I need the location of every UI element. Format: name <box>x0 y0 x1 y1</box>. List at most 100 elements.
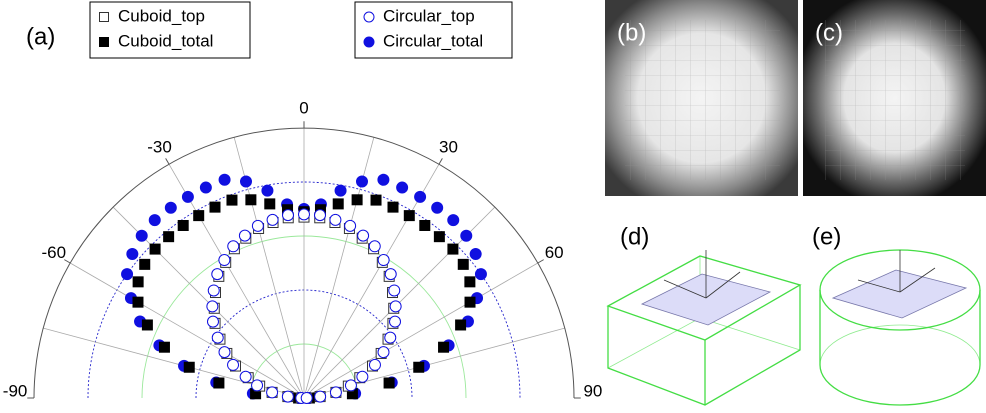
data-point <box>385 269 396 280</box>
panel-label: (d) <box>620 223 649 250</box>
data-point <box>194 211 204 221</box>
data-point <box>127 248 138 259</box>
data-point <box>164 232 174 242</box>
data-point <box>388 202 398 212</box>
data-point <box>384 378 394 388</box>
data-point <box>385 332 396 343</box>
legend-label: Cuboid_total <box>118 31 213 50</box>
data-point <box>330 214 341 225</box>
data-point <box>136 230 147 241</box>
data-point <box>378 174 389 185</box>
data-point <box>357 176 368 187</box>
data-point <box>390 316 401 327</box>
data-point <box>240 176 251 187</box>
legend-marker <box>364 12 374 22</box>
data-point <box>219 174 230 185</box>
panel-label: (c) <box>815 19 843 46</box>
data-point <box>414 362 424 372</box>
data-point <box>133 297 143 307</box>
data-point <box>345 380 356 391</box>
cuboid-diagram: (d) <box>608 223 800 405</box>
data-point <box>122 269 133 280</box>
theta-tick-label: 30 <box>439 137 458 156</box>
data-point <box>420 220 430 230</box>
panel-label: (a) <box>26 23 55 50</box>
data-point <box>461 230 472 241</box>
data-point <box>200 182 211 193</box>
data-point <box>432 202 443 213</box>
cylinder-diagram: (e) <box>812 223 980 405</box>
data-point <box>315 391 326 402</box>
data-point <box>208 285 219 296</box>
theta-tick-label: 0 <box>299 99 308 118</box>
data-point <box>404 211 414 221</box>
data-point <box>212 269 223 280</box>
data-point <box>252 220 263 231</box>
data-point <box>335 185 346 196</box>
data-point <box>252 380 263 391</box>
data-point <box>282 391 293 402</box>
data-point <box>159 342 169 352</box>
data-point <box>150 244 160 254</box>
mesh <box>625 20 780 180</box>
panel-label: (e) <box>812 223 841 250</box>
theta-tick <box>538 260 544 263</box>
legend-label: Circular_total <box>383 31 483 50</box>
legend-label: Circular_top <box>383 6 475 25</box>
legend-label: Cuboid_top <box>118 6 205 25</box>
data-point <box>207 316 218 327</box>
data-point <box>227 195 237 205</box>
grid-spoke <box>70 263 304 398</box>
data-point <box>282 210 293 221</box>
data-point <box>178 220 188 230</box>
data-point <box>265 199 275 209</box>
data-point <box>240 371 251 382</box>
figure: -90-60-300306090 (a) (b) (c) (d) (e) Cub… <box>0 0 986 408</box>
data-point <box>357 371 368 382</box>
data-point <box>458 259 468 269</box>
data-point <box>397 182 408 193</box>
data-point <box>465 277 475 287</box>
theta-tick-label: -90 <box>3 381 28 400</box>
data-point <box>262 185 273 196</box>
page: {"chart_data": {"type": "polar", "theta"… <box>0 0 986 413</box>
theta-tick-label: -60 <box>42 243 67 262</box>
data-point <box>267 214 278 225</box>
mesh <box>825 20 965 180</box>
theta-tick <box>166 158 169 164</box>
data-point <box>415 191 426 202</box>
legend-marker <box>100 38 109 47</box>
data-point <box>142 320 152 330</box>
theta-tick-label: 60 <box>545 243 564 262</box>
data-point <box>219 255 230 266</box>
data-point <box>371 195 381 205</box>
data-point <box>228 359 239 370</box>
data-point <box>456 320 466 330</box>
data-point <box>214 378 224 388</box>
data-point <box>140 259 150 269</box>
data-point <box>149 215 160 226</box>
data-point <box>219 347 230 358</box>
data-point <box>301 393 312 404</box>
data-point <box>358 230 369 241</box>
data-point <box>165 202 176 213</box>
data-point <box>246 195 256 205</box>
data-point <box>333 199 343 209</box>
theta-tick-label: 90 <box>583 381 602 400</box>
data-point <box>212 332 223 343</box>
panel-label: (b) <box>617 19 646 46</box>
data-point <box>330 387 341 398</box>
data-point <box>390 301 401 312</box>
data-point <box>228 241 239 252</box>
data-point <box>475 269 486 280</box>
data-point <box>299 209 310 220</box>
data-point <box>315 210 326 221</box>
data-point <box>470 248 481 259</box>
legend-marker <box>364 37 374 47</box>
data-point <box>369 241 380 252</box>
data-point <box>133 277 143 287</box>
data-point <box>378 255 389 266</box>
data-point <box>207 301 218 312</box>
data-point <box>439 342 449 352</box>
